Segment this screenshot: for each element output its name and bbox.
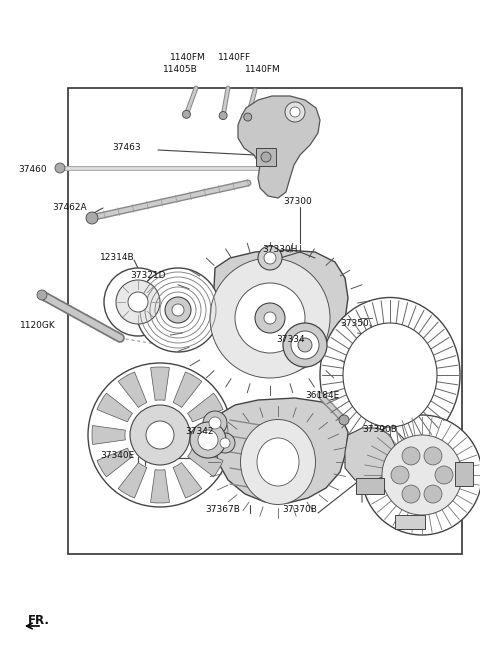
Bar <box>356 478 384 494</box>
Circle shape <box>190 422 226 458</box>
Text: 37460: 37460 <box>18 165 47 174</box>
Polygon shape <box>214 250 348 374</box>
Wedge shape <box>118 462 147 498</box>
Circle shape <box>136 268 220 352</box>
Wedge shape <box>118 372 147 407</box>
Circle shape <box>382 435 462 515</box>
Circle shape <box>261 152 271 162</box>
Wedge shape <box>188 448 223 477</box>
Circle shape <box>255 303 285 333</box>
Circle shape <box>86 212 98 224</box>
Text: FR.: FR. <box>28 613 50 626</box>
Circle shape <box>402 447 420 465</box>
Circle shape <box>339 415 349 425</box>
Circle shape <box>55 163 65 173</box>
Ellipse shape <box>343 323 437 427</box>
Circle shape <box>235 283 305 353</box>
Circle shape <box>402 485 420 503</box>
Ellipse shape <box>240 419 315 504</box>
Bar <box>256 148 276 166</box>
Circle shape <box>165 297 191 323</box>
Text: 1140FM: 1140FM <box>245 66 281 75</box>
Circle shape <box>37 290 47 300</box>
Wedge shape <box>151 367 169 400</box>
Circle shape <box>424 447 442 465</box>
Circle shape <box>219 112 227 119</box>
Bar <box>68 88 462 554</box>
Circle shape <box>88 363 232 507</box>
Circle shape <box>258 246 282 270</box>
Text: 37340E: 37340E <box>100 451 134 459</box>
Bar <box>395 515 425 529</box>
Circle shape <box>264 312 276 324</box>
Circle shape <box>128 292 148 312</box>
Polygon shape <box>215 398 348 503</box>
Circle shape <box>391 466 409 484</box>
Circle shape <box>290 107 300 117</box>
Bar <box>455 462 473 486</box>
Text: 12314B: 12314B <box>100 253 134 262</box>
Text: 36184E: 36184E <box>305 390 339 400</box>
Text: 37367B: 37367B <box>205 506 240 514</box>
Circle shape <box>264 252 276 264</box>
Circle shape <box>203 411 227 435</box>
Circle shape <box>104 268 172 336</box>
Ellipse shape <box>320 298 460 453</box>
Polygon shape <box>238 96 320 198</box>
Text: 1140FM: 1140FM <box>170 54 206 62</box>
Polygon shape <box>345 428 396 482</box>
Wedge shape <box>97 448 132 477</box>
Wedge shape <box>195 426 228 445</box>
Text: 37342: 37342 <box>185 428 214 436</box>
Circle shape <box>198 430 218 450</box>
Circle shape <box>215 433 235 453</box>
Wedge shape <box>151 470 169 503</box>
Circle shape <box>298 338 312 352</box>
Wedge shape <box>188 393 223 422</box>
Circle shape <box>172 304 184 316</box>
Circle shape <box>362 415 480 535</box>
Wedge shape <box>173 372 202 407</box>
Circle shape <box>244 113 252 121</box>
Text: 37370B: 37370B <box>282 506 317 514</box>
Text: 11405B: 11405B <box>163 66 198 75</box>
Wedge shape <box>173 462 202 498</box>
Circle shape <box>283 323 327 367</box>
Circle shape <box>285 102 305 122</box>
Circle shape <box>220 438 230 448</box>
Text: 37463: 37463 <box>112 144 141 152</box>
Wedge shape <box>92 426 125 445</box>
Text: 1140FF: 1140FF <box>218 54 251 62</box>
Circle shape <box>116 280 160 324</box>
Circle shape <box>182 110 191 118</box>
Wedge shape <box>97 393 132 422</box>
Text: 37321D: 37321D <box>130 270 166 279</box>
Text: 1120GK: 1120GK <box>20 321 56 329</box>
Circle shape <box>291 331 319 359</box>
Circle shape <box>424 485 442 503</box>
Text: 37350: 37350 <box>340 319 369 327</box>
Circle shape <box>210 258 330 378</box>
Circle shape <box>209 417 221 429</box>
Text: 37330H: 37330H <box>262 245 298 255</box>
Text: 37334: 37334 <box>276 335 305 344</box>
Text: 37462A: 37462A <box>52 203 86 213</box>
Circle shape <box>146 421 174 449</box>
Ellipse shape <box>257 438 299 486</box>
Text: 37390B: 37390B <box>362 426 397 434</box>
Circle shape <box>130 405 190 465</box>
Text: 37300: 37300 <box>283 197 312 207</box>
Circle shape <box>435 466 453 484</box>
